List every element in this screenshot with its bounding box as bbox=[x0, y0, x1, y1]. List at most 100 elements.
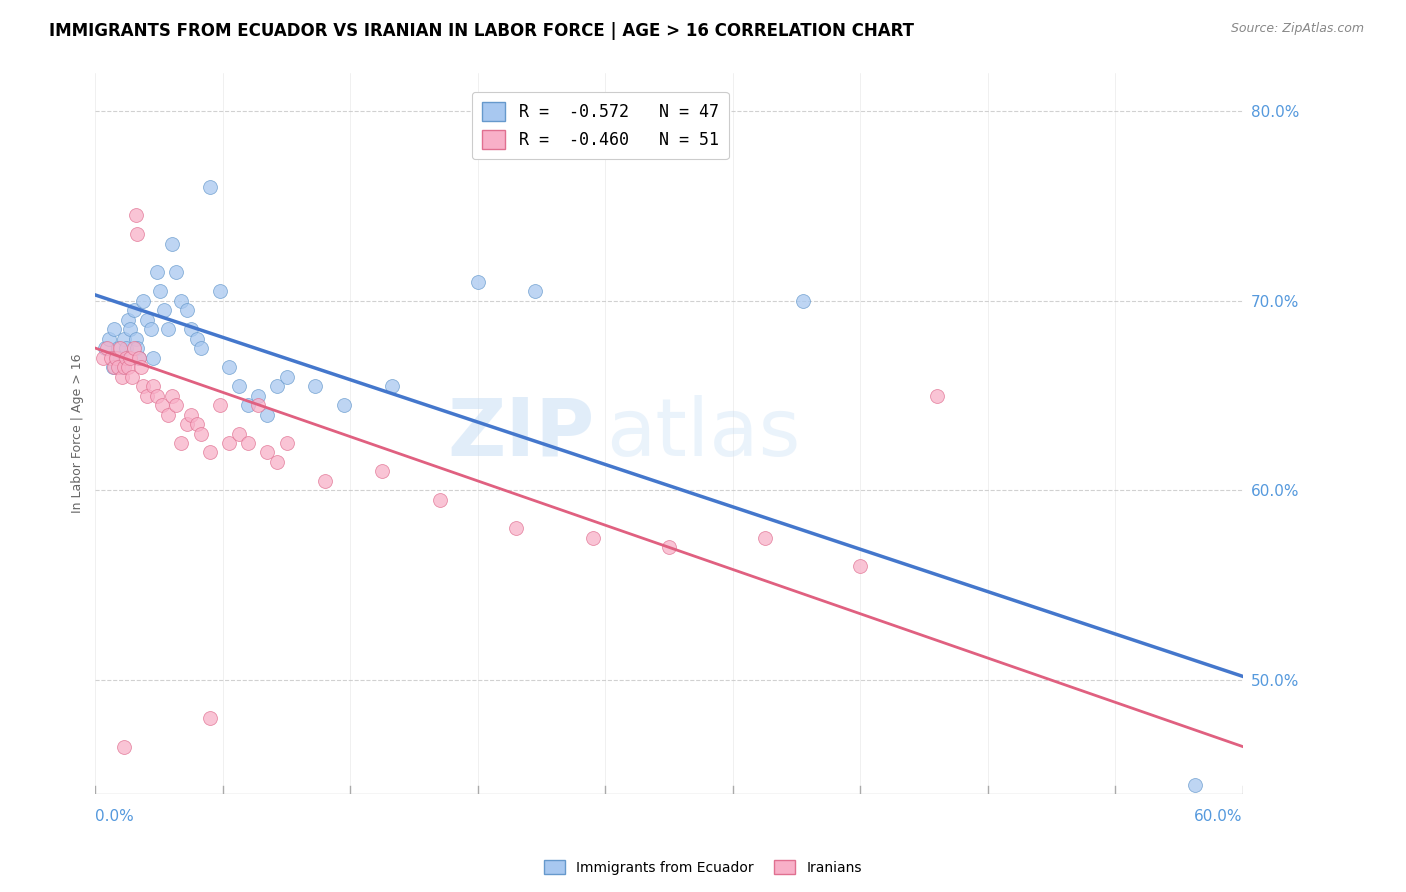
Point bbox=[658, 541, 681, 555]
Point bbox=[115, 341, 138, 355]
Point bbox=[91, 351, 114, 365]
Point bbox=[111, 369, 134, 384]
Point bbox=[581, 531, 603, 545]
Point bbox=[142, 351, 165, 365]
Text: 0.0%: 0.0% bbox=[96, 809, 134, 824]
Point bbox=[333, 398, 356, 412]
Point bbox=[176, 303, 198, 318]
Point bbox=[429, 492, 451, 507]
Point bbox=[105, 351, 128, 365]
Point bbox=[128, 351, 150, 365]
Text: IMMIGRANTS FROM ECUADOR VS IRANIAN IN LABOR FORCE | AGE > 16 CORRELATION CHART: IMMIGRANTS FROM ECUADOR VS IRANIAN IN LA… bbox=[49, 22, 914, 40]
Point bbox=[129, 360, 152, 375]
Point bbox=[505, 521, 527, 535]
Point bbox=[122, 303, 145, 318]
Point bbox=[94, 341, 117, 355]
Point bbox=[218, 360, 240, 375]
Text: ZIP: ZIP bbox=[447, 394, 595, 473]
Point bbox=[124, 208, 146, 222]
Point bbox=[100, 351, 122, 365]
Point bbox=[314, 474, 336, 488]
Point bbox=[136, 388, 159, 402]
Point bbox=[165, 265, 187, 279]
Point bbox=[754, 531, 776, 545]
Point bbox=[103, 322, 125, 336]
Point bbox=[128, 351, 150, 365]
Point bbox=[371, 465, 394, 479]
Point bbox=[186, 417, 208, 431]
Point bbox=[118, 322, 141, 336]
Point bbox=[145, 265, 167, 279]
Text: Source: ZipAtlas.com: Source: ZipAtlas.com bbox=[1230, 22, 1364, 36]
Point bbox=[218, 436, 240, 450]
Point bbox=[132, 379, 155, 393]
Point bbox=[139, 322, 162, 336]
Text: atlas: atlas bbox=[606, 394, 800, 473]
Point bbox=[246, 388, 269, 402]
Point bbox=[266, 455, 288, 469]
Point bbox=[160, 388, 183, 402]
Point bbox=[127, 227, 149, 242]
Point bbox=[112, 332, 135, 346]
Point bbox=[136, 312, 159, 326]
Point bbox=[228, 426, 250, 441]
Point bbox=[111, 360, 134, 375]
Point bbox=[238, 398, 260, 412]
Point bbox=[276, 436, 298, 450]
Point bbox=[105, 351, 128, 365]
Point bbox=[127, 341, 149, 355]
Point bbox=[246, 398, 269, 412]
Point bbox=[142, 379, 165, 393]
Point bbox=[198, 445, 221, 459]
Point bbox=[115, 351, 138, 365]
Point bbox=[256, 445, 278, 459]
Point bbox=[157, 408, 180, 422]
Text: 60.0%: 60.0% bbox=[1194, 809, 1243, 824]
Point bbox=[304, 379, 326, 393]
Point bbox=[108, 341, 131, 355]
Point bbox=[925, 388, 948, 402]
Point bbox=[132, 293, 155, 308]
Point bbox=[180, 322, 202, 336]
Point bbox=[208, 284, 231, 298]
Point bbox=[198, 179, 221, 194]
Point bbox=[117, 360, 139, 375]
Point bbox=[117, 312, 139, 326]
Point bbox=[165, 398, 187, 412]
Point bbox=[121, 369, 143, 384]
Point bbox=[524, 284, 547, 298]
Point bbox=[108, 351, 131, 365]
Point bbox=[150, 398, 173, 412]
Point bbox=[190, 426, 212, 441]
Point bbox=[198, 711, 221, 725]
Point bbox=[180, 408, 202, 422]
Point bbox=[256, 408, 278, 422]
Point bbox=[149, 284, 172, 298]
Y-axis label: In Labor Force | Age > 16: In Labor Force | Age > 16 bbox=[72, 354, 84, 513]
Point bbox=[208, 398, 231, 412]
Point bbox=[107, 360, 129, 375]
Point bbox=[170, 436, 193, 450]
Point bbox=[157, 322, 180, 336]
Point bbox=[145, 388, 167, 402]
Point bbox=[118, 351, 141, 365]
Point bbox=[381, 379, 404, 393]
Point bbox=[190, 341, 212, 355]
Legend: Immigrants from Ecuador, Iranians: Immigrants from Ecuador, Iranians bbox=[538, 855, 868, 880]
Point bbox=[849, 559, 872, 574]
Point bbox=[103, 360, 125, 375]
Point bbox=[186, 332, 208, 346]
Point bbox=[112, 360, 135, 375]
Point bbox=[792, 293, 814, 308]
Point bbox=[266, 379, 288, 393]
Point bbox=[467, 275, 489, 289]
Point bbox=[170, 293, 193, 308]
Point bbox=[1184, 778, 1206, 792]
Point bbox=[101, 360, 124, 375]
Legend: R =  -0.572   N = 47, R =  -0.460   N = 51: R = -0.572 N = 47, R = -0.460 N = 51 bbox=[472, 92, 728, 159]
Point bbox=[153, 303, 176, 318]
Point bbox=[112, 739, 135, 754]
Point bbox=[96, 341, 118, 355]
Point bbox=[97, 332, 120, 346]
Point bbox=[228, 379, 250, 393]
